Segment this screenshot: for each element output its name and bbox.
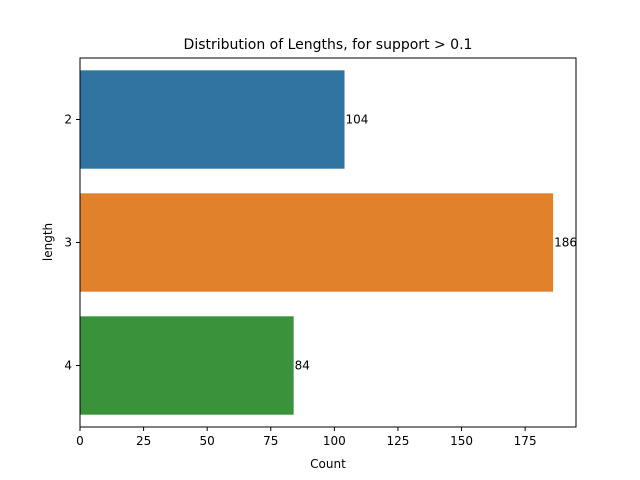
- data-label-2: 104: [346, 113, 369, 127]
- x-tick-label-75: 75: [263, 434, 278, 448]
- y-tick-label-3: 3: [64, 236, 72, 250]
- x-tick-label-25: 25: [136, 434, 151, 448]
- plot-frame: [79, 57, 577, 428]
- chart-title: Distribution of Lengths, for support > 0…: [184, 37, 473, 53]
- y-axis-label: length: [41, 223, 55, 261]
- x-tick-label-125: 125: [386, 434, 409, 448]
- data-labels-layer: 104 186 84: [295, 113, 577, 373]
- y-tick-label-4: 4: [64, 359, 72, 373]
- y-tick-label-2: 2: [64, 113, 72, 127]
- y-ticks-layer: 2 3 4: [64, 113, 80, 373]
- x-tick-label-150: 150: [450, 434, 473, 448]
- bar-2: [80, 70, 345, 169]
- bar-4: [80, 316, 294, 415]
- x-tick-label-175: 175: [514, 434, 537, 448]
- bars-layer: [80, 70, 554, 415]
- x-tick-label-100: 100: [323, 434, 346, 448]
- x-ticks-layer: 0 25 50 75 100 125 150 175: [76, 427, 537, 448]
- bar-3: [80, 193, 554, 292]
- data-label-3: 186: [554, 236, 577, 250]
- x-axis-label: Count: [310, 457, 346, 471]
- data-label-4: 84: [295, 359, 310, 373]
- x-tick-label-50: 50: [200, 434, 215, 448]
- x-tick-label-0: 0: [76, 434, 84, 448]
